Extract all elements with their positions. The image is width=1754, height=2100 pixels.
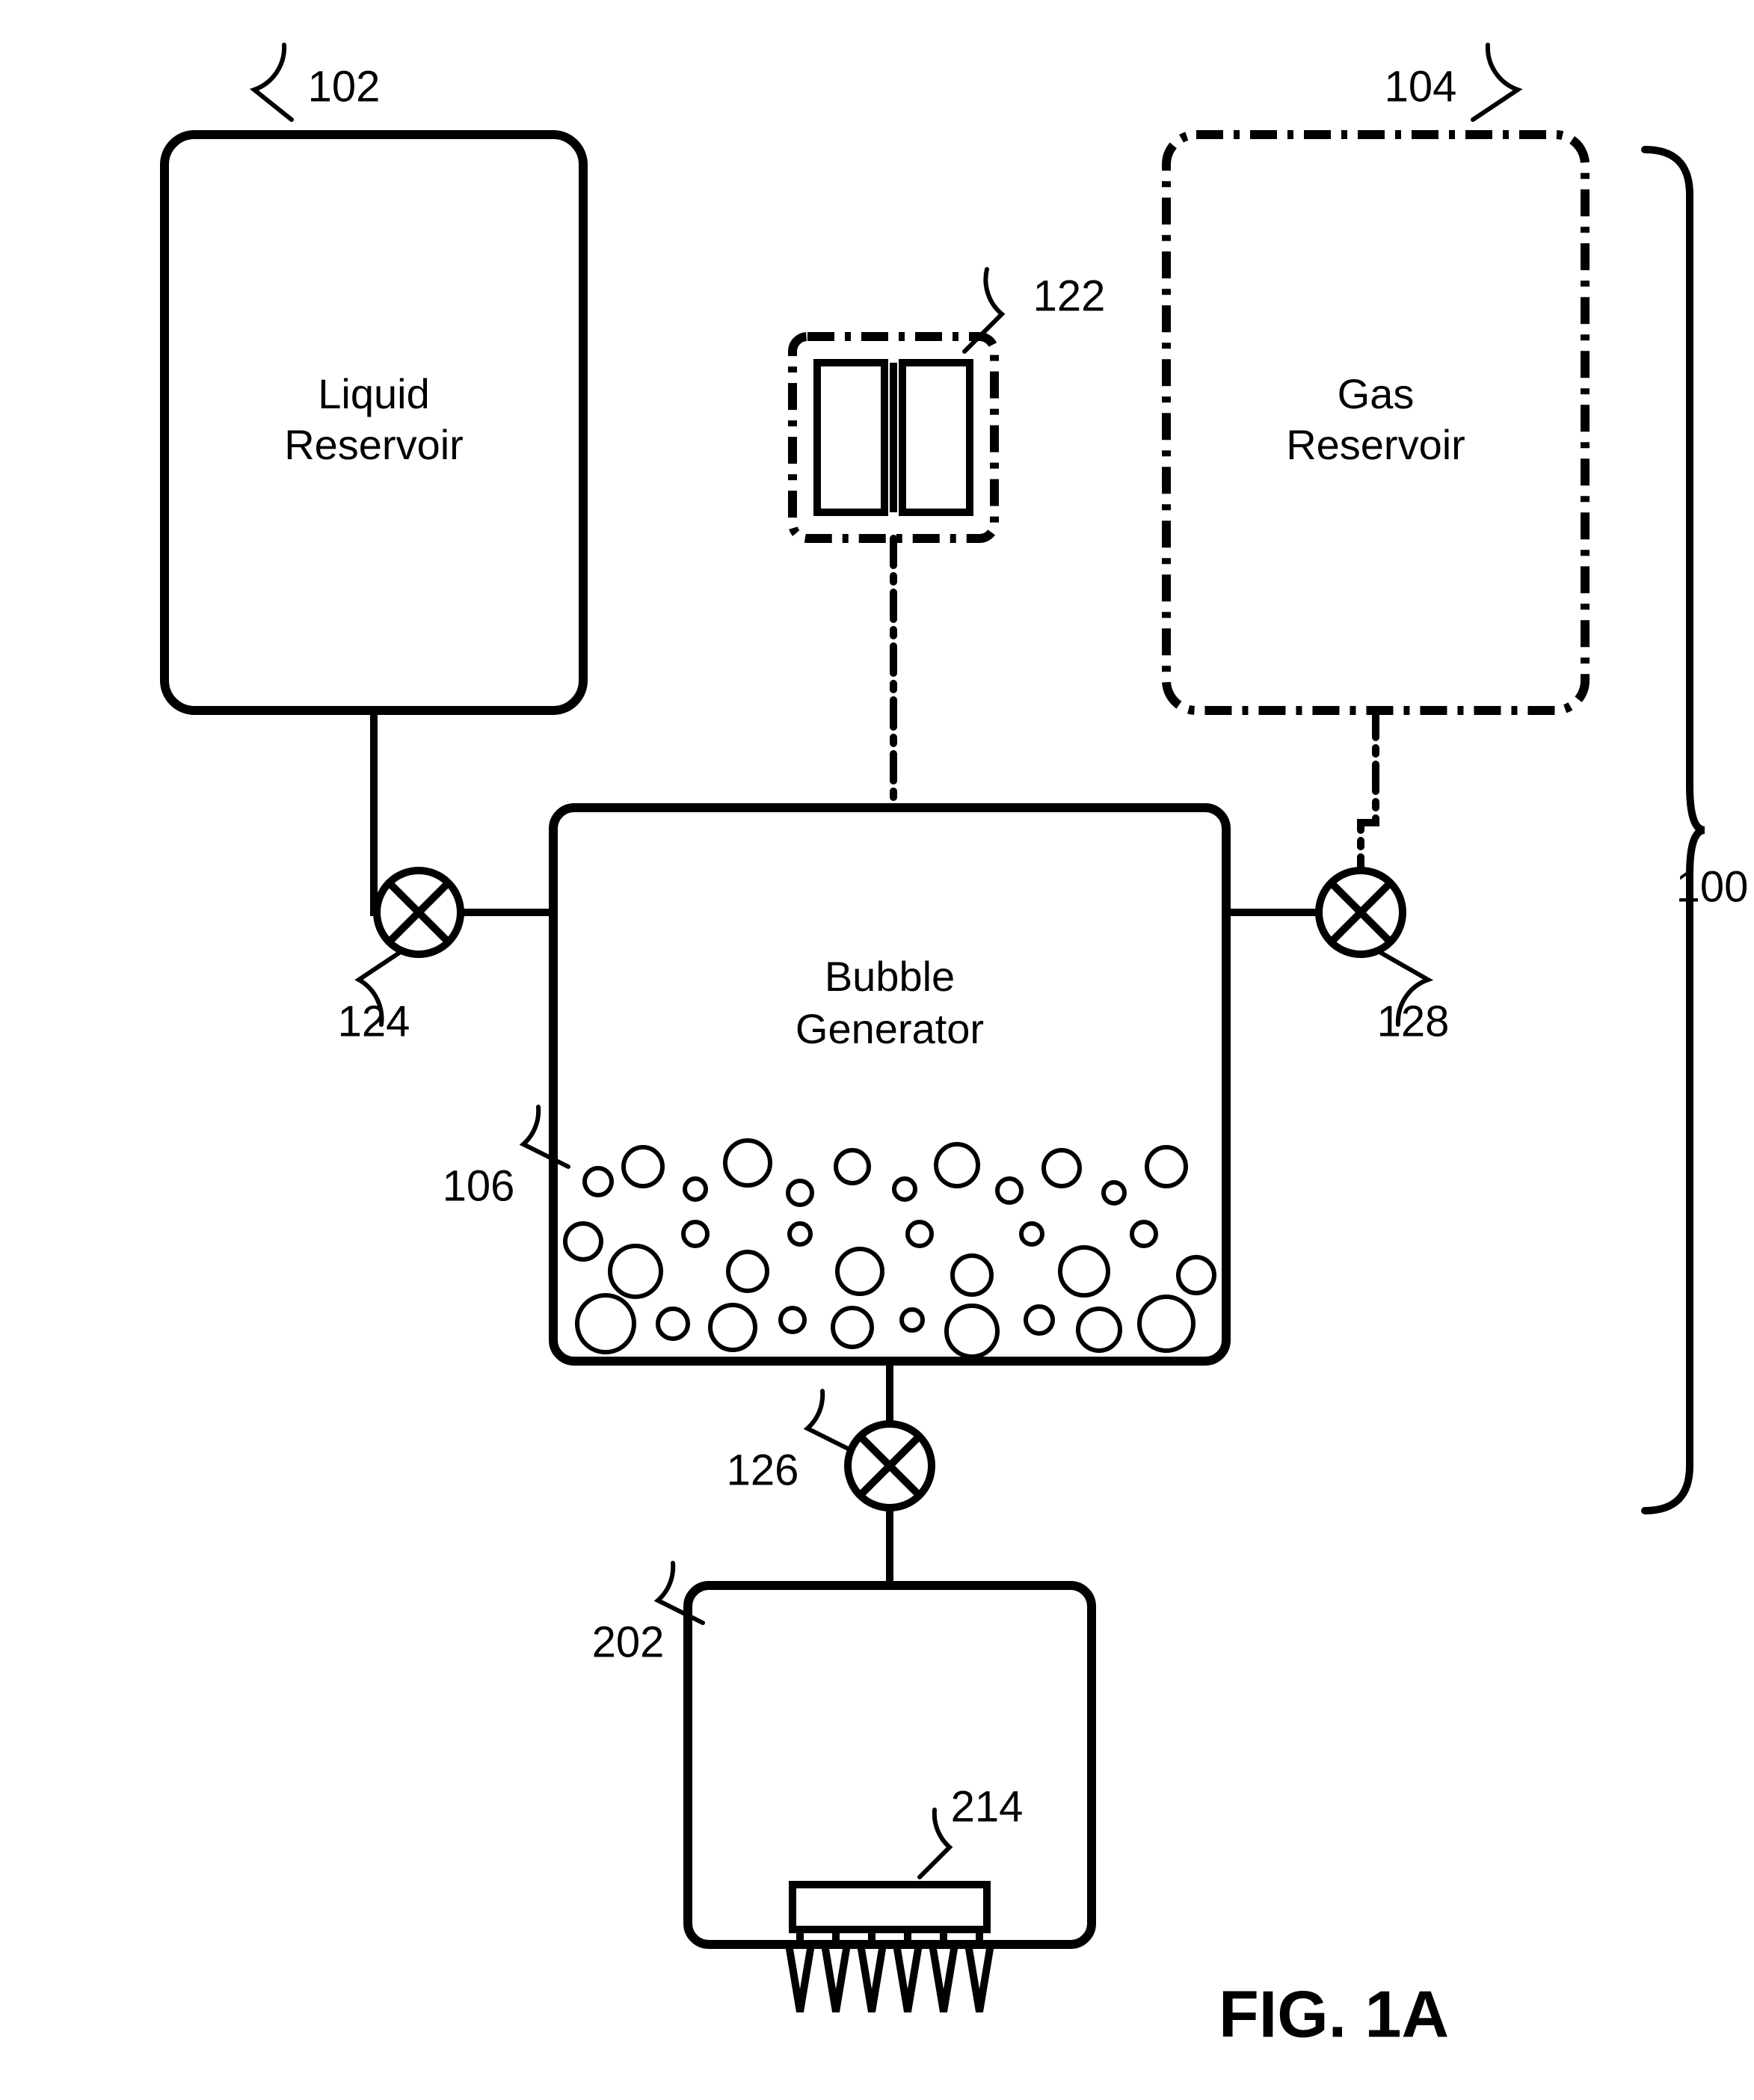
bubble-28 <box>833 1308 872 1347</box>
bubble-21 <box>1060 1247 1108 1295</box>
bubble-22 <box>1132 1222 1156 1246</box>
bubble-generator-label2: Generator <box>796 1005 984 1052</box>
leader-r104 <box>1473 45 1518 120</box>
bubble-4 <box>788 1181 812 1205</box>
bubble-31 <box>1026 1307 1053 1333</box>
bubble-18 <box>908 1222 932 1246</box>
ref-r128: 128 <box>1377 997 1450 1046</box>
bubble-generator-box <box>553 808 1226 1361</box>
bubble-5 <box>836 1150 869 1183</box>
liquid-reservoir-label1: Liquid <box>318 370 429 417</box>
connector-liq_to_v124 <box>374 710 377 912</box>
gas-reservoir-label2: Reservoir <box>1286 421 1465 468</box>
bubble-10 <box>1104 1182 1124 1203</box>
bubble-24 <box>577 1295 634 1352</box>
bubble-7 <box>936 1144 978 1186</box>
nozzle-tooth-5 <box>968 1944 991 2012</box>
bubble-16 <box>790 1224 810 1244</box>
connector-gas_to_v128 <box>1361 710 1376 871</box>
battery-cell-right <box>902 363 970 512</box>
bubble-generator-label1: Bubble <box>825 953 955 1000</box>
liquid-reservoir-label2: Reservoir <box>284 421 464 468</box>
ref-r106: 106 <box>443 1161 515 1210</box>
gas-reservoir-label1: Gas <box>1338 370 1415 417</box>
leader-r106 <box>523 1107 568 1167</box>
nozzle-tooth-2 <box>861 1944 883 2012</box>
bubble-30 <box>947 1306 997 1357</box>
ref-r124: 124 <box>338 997 410 1046</box>
ref-r104: 104 <box>1385 62 1457 111</box>
applicator-box <box>688 1585 1092 1944</box>
bubble-23 <box>1178 1257 1214 1293</box>
bubble-9 <box>1044 1150 1080 1186</box>
bubble-11 <box>1147 1147 1186 1186</box>
bubble-0 <box>585 1168 612 1195</box>
nozzle-tooth-0 <box>789 1944 811 2012</box>
brace-100 <box>1645 150 1705 1511</box>
leader-r214 <box>920 1810 950 1877</box>
bubble-20 <box>1021 1224 1042 1244</box>
ref-r202: 202 <box>592 1618 665 1666</box>
bubble-32 <box>1078 1309 1120 1351</box>
bubble-6 <box>894 1179 915 1200</box>
bubble-19 <box>953 1256 991 1295</box>
bubble-13 <box>610 1246 661 1297</box>
bubble-26 <box>710 1305 755 1350</box>
nozzle-tooth-1 <box>825 1944 847 2012</box>
nozzle-bar <box>793 1885 987 1929</box>
nozzle-tooth-3 <box>896 1944 919 2012</box>
leader-r102 <box>254 45 292 120</box>
bubble-3 <box>725 1140 770 1185</box>
bubble-27 <box>781 1308 804 1332</box>
bubble-15 <box>728 1252 767 1291</box>
ref-r100: 100 <box>1676 862 1749 911</box>
bubble-8 <box>997 1179 1021 1203</box>
bubble-29 <box>902 1310 923 1330</box>
battery-cell-left <box>817 363 884 512</box>
bubble-14 <box>683 1222 707 1246</box>
leader-r126 <box>807 1391 852 1451</box>
ref-r214: 214 <box>951 1782 1024 1831</box>
figure-label: FIG. 1A <box>1219 1977 1449 2051</box>
bubble-1 <box>624 1147 662 1186</box>
bubble-17 <box>837 1249 882 1294</box>
nozzle-tooth-4 <box>932 1944 955 2012</box>
ref-r122: 122 <box>1033 271 1106 320</box>
ref-r126: 126 <box>727 1446 799 1494</box>
bubble-12 <box>565 1224 601 1259</box>
bubble-33 <box>1139 1297 1193 1351</box>
bubble-25 <box>658 1309 688 1339</box>
bubble-2 <box>685 1179 706 1200</box>
ref-r102: 102 <box>308 62 381 111</box>
